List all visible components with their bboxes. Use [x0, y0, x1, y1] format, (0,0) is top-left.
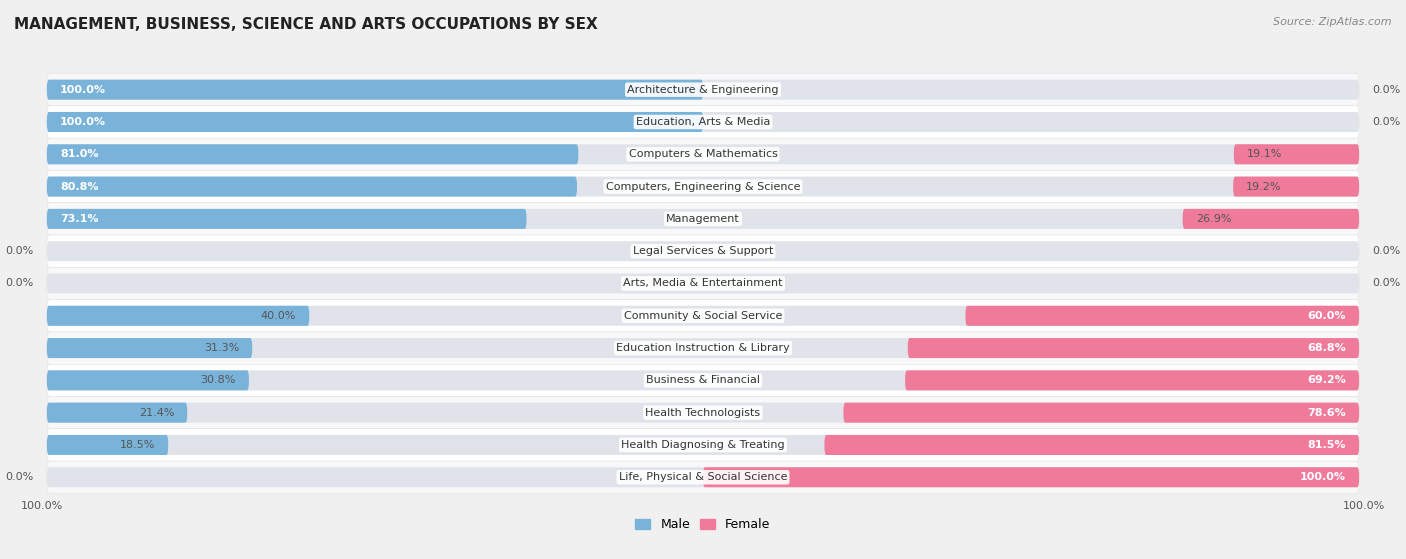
FancyBboxPatch shape — [46, 429, 1360, 461]
Text: Business & Financial: Business & Financial — [645, 375, 761, 385]
Text: 30.8%: 30.8% — [201, 375, 236, 385]
Text: 73.1%: 73.1% — [60, 214, 98, 224]
FancyBboxPatch shape — [46, 338, 252, 358]
FancyBboxPatch shape — [1182, 209, 1360, 229]
FancyBboxPatch shape — [46, 306, 309, 326]
FancyBboxPatch shape — [46, 235, 1360, 267]
Text: Architecture & Engineering: Architecture & Engineering — [627, 84, 779, 94]
FancyBboxPatch shape — [46, 177, 576, 197]
Text: 100.0%: 100.0% — [60, 117, 105, 127]
Text: Source: ZipAtlas.com: Source: ZipAtlas.com — [1274, 17, 1392, 27]
Text: 68.8%: 68.8% — [1308, 343, 1346, 353]
FancyBboxPatch shape — [46, 209, 1360, 229]
Text: Computers, Engineering & Science: Computers, Engineering & Science — [606, 182, 800, 192]
Text: 100.0%: 100.0% — [21, 501, 63, 511]
Text: Education, Arts & Media: Education, Arts & Media — [636, 117, 770, 127]
FancyBboxPatch shape — [46, 241, 1360, 261]
FancyBboxPatch shape — [46, 138, 1360, 170]
FancyBboxPatch shape — [46, 112, 703, 132]
Text: 0.0%: 0.0% — [6, 278, 34, 288]
FancyBboxPatch shape — [46, 338, 1360, 358]
Text: 60.0%: 60.0% — [1308, 311, 1346, 321]
FancyBboxPatch shape — [46, 435, 169, 455]
FancyBboxPatch shape — [46, 402, 187, 423]
Text: 0.0%: 0.0% — [1372, 117, 1400, 127]
Text: 0.0%: 0.0% — [1372, 246, 1400, 256]
FancyBboxPatch shape — [46, 144, 1360, 164]
Text: 0.0%: 0.0% — [6, 472, 34, 482]
Text: 78.6%: 78.6% — [1308, 408, 1346, 418]
Text: Computers & Mathematics: Computers & Mathematics — [628, 149, 778, 159]
FancyBboxPatch shape — [46, 371, 1360, 390]
Text: 100.0%: 100.0% — [1343, 501, 1385, 511]
FancyBboxPatch shape — [46, 177, 1360, 197]
FancyBboxPatch shape — [46, 467, 1360, 487]
Text: 0.0%: 0.0% — [6, 246, 34, 256]
FancyBboxPatch shape — [46, 402, 1360, 423]
Text: 100.0%: 100.0% — [60, 84, 105, 94]
FancyBboxPatch shape — [46, 371, 249, 390]
Text: 69.2%: 69.2% — [1308, 375, 1346, 385]
FancyBboxPatch shape — [46, 435, 1360, 455]
Text: 21.4%: 21.4% — [139, 408, 174, 418]
FancyBboxPatch shape — [46, 364, 1360, 396]
Text: 40.0%: 40.0% — [262, 311, 297, 321]
Text: 18.5%: 18.5% — [120, 440, 155, 450]
FancyBboxPatch shape — [46, 112, 1360, 132]
Text: Management: Management — [666, 214, 740, 224]
FancyBboxPatch shape — [46, 306, 1360, 326]
FancyBboxPatch shape — [46, 80, 703, 100]
FancyBboxPatch shape — [46, 332, 1360, 364]
Text: 0.0%: 0.0% — [1372, 84, 1400, 94]
Text: 31.3%: 31.3% — [204, 343, 239, 353]
Text: Community & Social Service: Community & Social Service — [624, 311, 782, 321]
FancyBboxPatch shape — [824, 435, 1360, 455]
Text: 100.0%: 100.0% — [1301, 472, 1346, 482]
FancyBboxPatch shape — [908, 338, 1360, 358]
FancyBboxPatch shape — [46, 273, 1360, 293]
Text: Arts, Media & Entertainment: Arts, Media & Entertainment — [623, 278, 783, 288]
Text: Life, Physical & Social Science: Life, Physical & Social Science — [619, 472, 787, 482]
FancyBboxPatch shape — [905, 371, 1360, 390]
Text: Health Technologists: Health Technologists — [645, 408, 761, 418]
Text: Legal Services & Support: Legal Services & Support — [633, 246, 773, 256]
Text: 19.2%: 19.2% — [1246, 182, 1282, 192]
Legend: Male, Female: Male, Female — [630, 513, 776, 536]
FancyBboxPatch shape — [46, 74, 1360, 106]
FancyBboxPatch shape — [46, 267, 1360, 300]
FancyBboxPatch shape — [46, 170, 1360, 203]
FancyBboxPatch shape — [844, 402, 1360, 423]
Text: 19.1%: 19.1% — [1247, 149, 1282, 159]
FancyBboxPatch shape — [1234, 144, 1360, 164]
Text: MANAGEMENT, BUSINESS, SCIENCE AND ARTS OCCUPATIONS BY SEX: MANAGEMENT, BUSINESS, SCIENCE AND ARTS O… — [14, 17, 598, 32]
FancyBboxPatch shape — [703, 467, 1360, 487]
FancyBboxPatch shape — [46, 144, 578, 164]
FancyBboxPatch shape — [46, 396, 1360, 429]
Text: Education Instruction & Library: Education Instruction & Library — [616, 343, 790, 353]
FancyBboxPatch shape — [46, 209, 526, 229]
Text: Health Diagnosing & Treating: Health Diagnosing & Treating — [621, 440, 785, 450]
FancyBboxPatch shape — [46, 203, 1360, 235]
Text: 81.0%: 81.0% — [60, 149, 98, 159]
Text: 80.8%: 80.8% — [60, 182, 98, 192]
Text: 81.5%: 81.5% — [1308, 440, 1346, 450]
FancyBboxPatch shape — [966, 306, 1360, 326]
FancyBboxPatch shape — [46, 80, 1360, 100]
FancyBboxPatch shape — [46, 106, 1360, 138]
FancyBboxPatch shape — [46, 461, 1360, 494]
FancyBboxPatch shape — [46, 300, 1360, 332]
FancyBboxPatch shape — [1233, 177, 1360, 197]
Text: 0.0%: 0.0% — [1372, 278, 1400, 288]
Text: 26.9%: 26.9% — [1195, 214, 1232, 224]
